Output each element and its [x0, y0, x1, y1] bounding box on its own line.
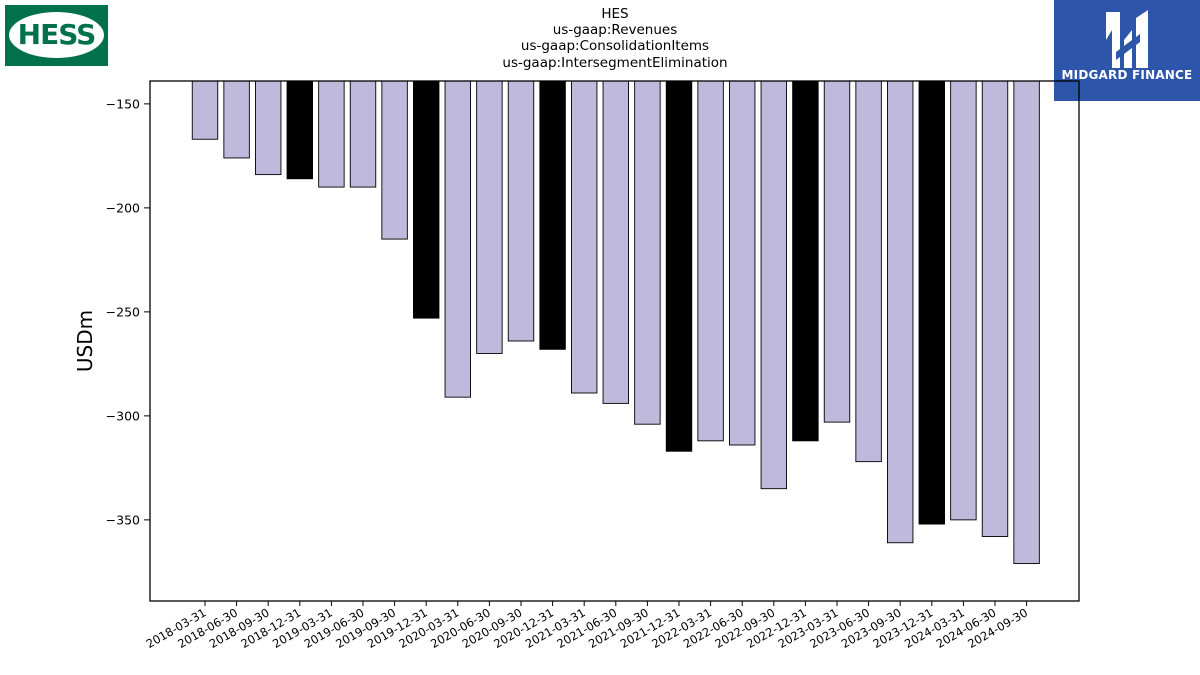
bar-2020-06-30 [476, 80, 503, 354]
bar-2021-12-31 [665, 80, 693, 452]
bar-2023-06-30 [855, 80, 882, 463]
bars-group [191, 80, 1040, 565]
bar-2018-03-31 [191, 80, 219, 140]
y-tick-label: −350 [106, 512, 140, 527]
bar-2020-09-30 [507, 80, 535, 342]
midgard-logo-text: MIDGARD FINANCE [1061, 68, 1193, 82]
midgard-emblem-icon [1106, 10, 1148, 68]
bar-2022-03-31 [697, 80, 724, 442]
bar-2021-06-30 [602, 80, 629, 404]
bar-2019-12-31 [413, 80, 440, 319]
hess-logo-oval: HESS [9, 12, 104, 58]
y-tick-label: −300 [106, 408, 140, 423]
bar-2024-09-30 [1013, 80, 1040, 565]
bar-2022-06-30 [729, 80, 756, 446]
y-tick-label: −250 [106, 304, 140, 319]
chart-title: HES us-gaap:Revenues us-gaap:Consolidati… [0, 6, 1200, 71]
bar-2021-09-30 [634, 80, 661, 425]
plot-frame [149, 80, 1080, 602]
bar-2022-09-30 [760, 80, 787, 490]
hess-logo: HESS [5, 5, 108, 66]
bar-2019-03-31 [318, 80, 345, 188]
bar-2018-12-31 [286, 80, 313, 180]
bar-2020-12-31 [539, 80, 566, 350]
y-axis: −150 −200 −250 −300 −350 [106, 96, 150, 527]
bar-2022-12-31 [792, 80, 819, 442]
title-company: HES [601, 6, 629, 22]
title-member: us-gaap:IntersegmentElimination [502, 54, 728, 71]
bar-2018-06-30 [223, 80, 250, 159]
x-axis: 2018-03-312018-06-302018-09-302018-12-31… [144, 601, 1030, 651]
bar-2023-09-30 [887, 80, 914, 544]
y-axis-label: USDm [73, 310, 97, 372]
bar-2024-03-31 [950, 80, 977, 521]
bar-2021-03-31 [571, 80, 598, 394]
title-concept: us-gaap:Revenues [552, 22, 678, 39]
bar-2024-06-30 [981, 80, 1009, 537]
midgard-finance-logo: MIDGARD FINANCE [1054, 0, 1200, 101]
bar-2023-03-31 [823, 80, 851, 423]
hess-logo-text: HESS [17, 18, 97, 51]
bar-2018-09-30 [254, 80, 282, 176]
bar-2019-09-30 [381, 80, 408, 240]
y-tick-label: −150 [106, 96, 140, 111]
bar-2023-12-31 [918, 80, 945, 525]
y-tick-label: −200 [106, 200, 140, 215]
bar-2019-06-30 [349, 80, 377, 188]
bar-2020-03-31 [444, 80, 471, 398]
title-axis: us-gaap:ConsolidationItems [520, 38, 710, 55]
